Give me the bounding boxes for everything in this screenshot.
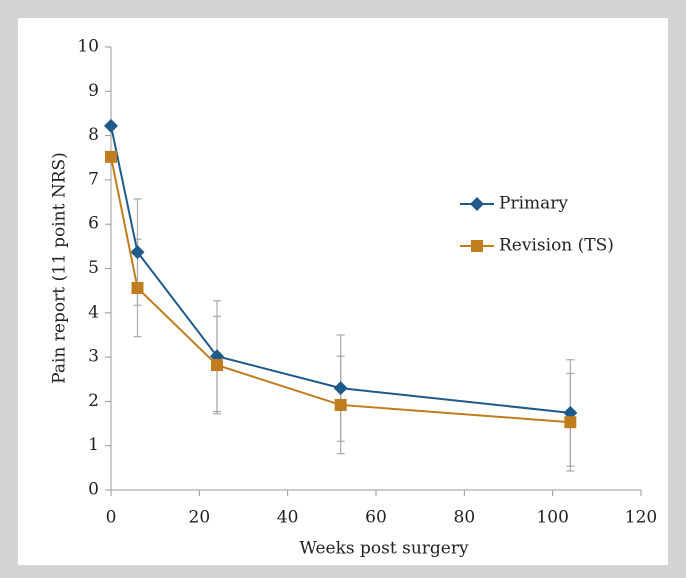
y-tick-label: 0 <box>88 480 99 500</box>
data-point <box>104 118 118 133</box>
data-point <box>564 416 577 429</box>
x-tick-label: 0 <box>106 508 117 528</box>
x-tick-label: 40 <box>277 508 299 528</box>
y-tick-label: 10 <box>77 37 99 57</box>
y-tick-label: 1 <box>88 435 99 455</box>
legend-marker <box>471 240 483 252</box>
y-tick-label: 3 <box>88 347 99 367</box>
x-axis-label: Weeks post surgery <box>299 539 469 559</box>
data-point <box>334 398 347 411</box>
x-tick-label: 20 <box>189 508 211 528</box>
legend-label: Primary <box>499 194 568 214</box>
data-point <box>130 245 145 260</box>
y-axis-label: Pain report (11 point NRS) <box>50 152 70 384</box>
y-tick-label: 8 <box>88 125 99 145</box>
y-tick-label: 9 <box>88 81 99 101</box>
x-tick-label: 120 <box>625 508 657 528</box>
y-tick-label: 5 <box>88 258 99 278</box>
y-tick-label: 2 <box>88 391 99 411</box>
data-point <box>131 281 144 294</box>
legend-label: Revision (TS) <box>499 236 614 256</box>
data-point <box>211 359 223 372</box>
legend-marker <box>470 197 484 211</box>
y-tick-label: 4 <box>88 302 99 322</box>
y-tick-label: 7 <box>88 169 99 189</box>
y-tick-label: 6 <box>88 214 99 234</box>
data-point <box>333 381 348 396</box>
x-tick-label: 80 <box>454 508 476 528</box>
x-tick-label: 60 <box>365 508 387 528</box>
x-tick-label: 100 <box>536 508 568 528</box>
data-point <box>105 150 117 163</box>
panel <box>18 18 668 565</box>
